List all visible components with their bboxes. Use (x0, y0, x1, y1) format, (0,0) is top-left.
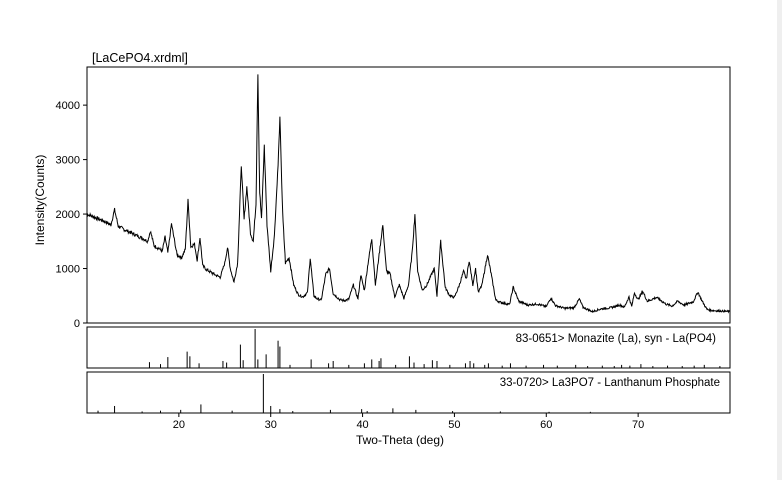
reference-panel-1-frame (86, 326, 731, 369)
x-tick-label: 60 (540, 419, 552, 431)
x-axis-label: Two-Theta (deg) (356, 433, 444, 447)
x-tick-label: 30 (265, 419, 277, 431)
x-tick-label: 50 (448, 419, 460, 431)
window-edge (777, 0, 782, 480)
main-plot-frame (86, 66, 731, 324)
y-tick-label: 0 (74, 318, 80, 330)
chart-title: [LaCePO4.xrdml] (92, 51, 188, 65)
plot-layer: 0 1000 2000 3000 4000 20 30 40 50 60 70 (56, 74, 731, 431)
x-tick-label: 40 (356, 419, 368, 431)
y-axis-label: Intensity(Counts) (33, 155, 47, 246)
reference-pattern-1-label: 83-0651> Monazite (La), syn - La(PO4) (516, 333, 717, 345)
x-tick-label: 20 (173, 419, 185, 431)
reference-panel-2-frame (86, 371, 731, 414)
reference-pattern-2-label: 33-0720> La3PO7 - Lanthanum Phosphate (500, 377, 720, 389)
diffraction-trace (86, 74, 731, 314)
y-tick-label: 4000 (56, 100, 80, 112)
y-tick-label: 2000 (56, 209, 80, 221)
y-tick-label: 1000 (56, 264, 80, 276)
y-tick-label: 3000 (56, 155, 80, 167)
x-tick-label: 70 (632, 419, 644, 431)
